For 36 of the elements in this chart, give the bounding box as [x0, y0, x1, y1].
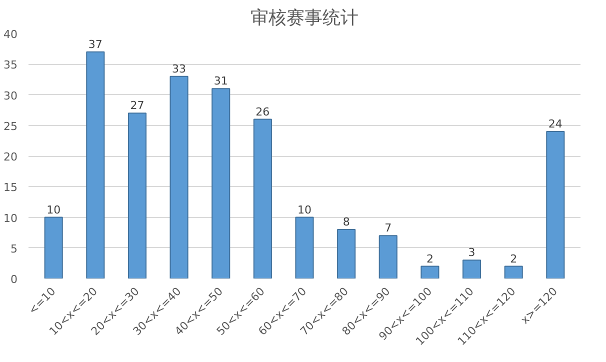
data-label: 24: [548, 118, 562, 130]
bar: [86, 51, 105, 278]
data-label: 2: [510, 252, 518, 266]
bar: [462, 260, 482, 278]
data-label: 8: [342, 216, 350, 228]
y-tick-label: 35: [4, 58, 18, 72]
y-tick-label: 40: [4, 28, 18, 41]
data-label: 31: [214, 74, 228, 88]
data-label: 37: [88, 38, 102, 51]
data-label: 27: [130, 99, 144, 112]
data-label: 10: [46, 203, 61, 216]
y-tick-label: 10: [4, 212, 18, 225]
bar: [378, 235, 398, 278]
y-tick-label: 15: [4, 181, 18, 194]
y-tick-label: 20: [4, 150, 18, 164]
chart-title: 审核赛事统计: [250, 8, 358, 28]
data-label: 33: [172, 62, 186, 76]
y-tick-label: 30: [4, 89, 18, 102]
bar: [44, 216, 63, 278]
data-label: 10: [298, 203, 312, 216]
bar: [546, 131, 565, 278]
bar: [212, 88, 230, 278]
bar: [253, 118, 272, 278]
bar: [504, 266, 523, 278]
bar: [170, 76, 188, 278]
data-label: 26: [256, 105, 270, 118]
bar: [295, 216, 314, 278]
y-tick-label: 5: [10, 242, 18, 256]
data-label: 2: [426, 252, 434, 266]
data-label: 3: [468, 246, 476, 260]
bar: [420, 266, 440, 278]
data-label: 7: [384, 222, 392, 235]
y-tick-label: 25: [4, 120, 18, 133]
y-tick-label: 0: [10, 273, 18, 286]
bar: [128, 112, 147, 278]
bar: [337, 229, 356, 278]
